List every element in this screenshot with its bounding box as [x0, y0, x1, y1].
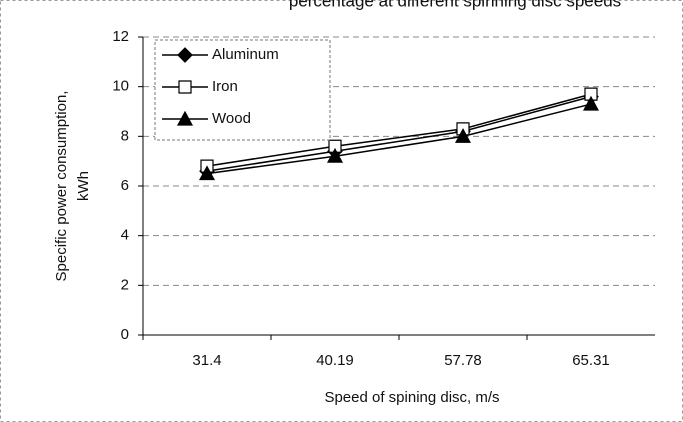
y-tick-label: 10: [112, 78, 129, 95]
y-tick-label: 4: [121, 227, 129, 244]
chart-title: percentage at different spinning disc sp…: [289, 0, 621, 10]
data-point: [328, 139, 342, 153]
y-tick-label: 12: [112, 28, 129, 45]
data-point: [582, 95, 600, 111]
data-point: [454, 128, 472, 143]
data-point: [584, 87, 598, 101]
x-tick-label: 40.19: [316, 352, 354, 369]
x-tick-label: 65.31: [572, 352, 610, 369]
y-tick-label: 8: [121, 127, 129, 144]
x-tick-label: 31.4: [192, 352, 221, 369]
legend-marker: [177, 47, 193, 63]
series-line: [206, 93, 592, 167]
y-axis-label: Specific power consumption, kWh: [53, 91, 92, 282]
y-tick-label: 2: [121, 276, 129, 293]
y-tick-label: 0: [121, 326, 129, 343]
y-axis-label-line: Specific power consumption,: [53, 91, 70, 282]
series-line: [206, 95, 592, 172]
y-tick-label: 6: [121, 177, 129, 194]
legend-label: Iron: [212, 78, 238, 95]
data-point: [326, 147, 344, 163]
legend-marker: [176, 110, 194, 126]
series-line: [206, 103, 592, 175]
legend-label: Aluminum: [212, 46, 279, 63]
legend-label: Wood: [212, 110, 251, 127]
legend-marker: [178, 80, 192, 94]
data-point: [198, 165, 216, 181]
x-tick-label: 57.78: [444, 352, 482, 369]
y-axis-label-line: kWh: [75, 171, 92, 201]
x-axis-label: Speed of spining disc, m/s: [324, 389, 499, 406]
